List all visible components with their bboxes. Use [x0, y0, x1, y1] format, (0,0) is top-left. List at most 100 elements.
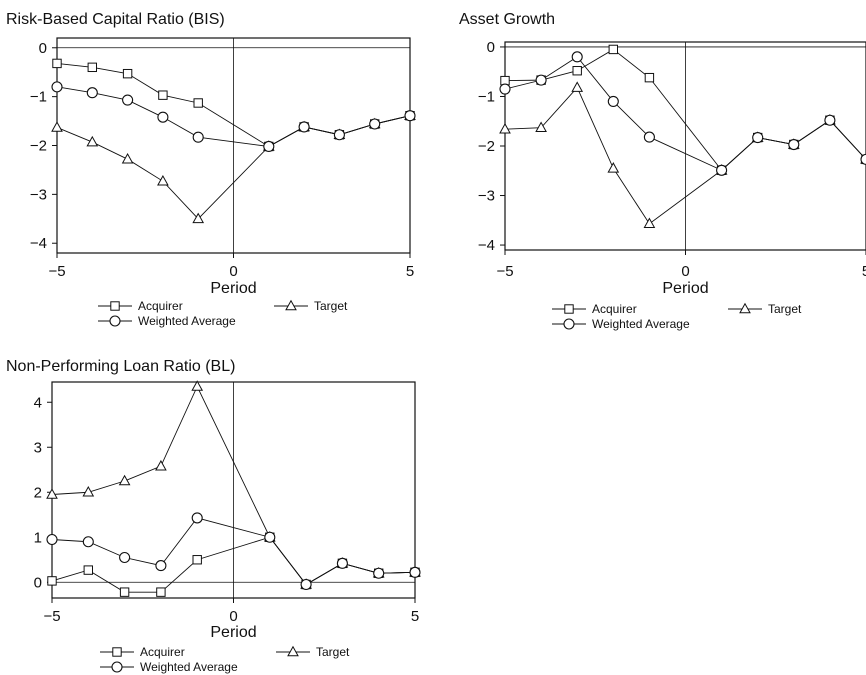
legend-marker [109, 315, 121, 327]
x-axis-label: Period [210, 624, 256, 641]
data-point-target [155, 459, 167, 471]
y-tick-label: 1 [34, 529, 42, 546]
series-line-weighted-average [51, 517, 416, 586]
series-line-weighted-average [56, 86, 411, 147]
data-point-target [118, 474, 131, 486]
x-tick-label: −5 [496, 263, 513, 280]
data-point-weighted-average [716, 164, 728, 176]
data-point-weighted-average [404, 110, 416, 122]
data-point-acquirer [193, 98, 203, 108]
legend-label: Weighted Average [592, 317, 690, 331]
legend-marker [739, 302, 751, 314]
data-point-acquirer [119, 587, 130, 597]
data-point-weighted-average [824, 114, 836, 126]
data-point-target [535, 121, 547, 132]
x-tick-label: 5 [406, 263, 414, 280]
data-point-weighted-average [535, 74, 547, 86]
y-tick-label: 4 [34, 394, 42, 411]
legend-label: Target [316, 645, 350, 659]
legend-marker [111, 661, 123, 673]
legend-marker [287, 645, 299, 657]
y-tick-label: −4 [478, 237, 495, 254]
data-point-weighted-average [333, 129, 345, 141]
legend-label: Acquirer [592, 302, 637, 316]
y-tick-label: 2 [34, 484, 42, 501]
data-point-target [82, 486, 95, 497]
data-point-weighted-average [860, 153, 866, 165]
y-tick-label: 0 [34, 574, 42, 591]
y-tick-label: −2 [478, 138, 495, 155]
data-point-weighted-average [300, 578, 312, 591]
legend: Acquirer Target Weighted Average [552, 302, 802, 331]
legend-label: Weighted Average [138, 314, 236, 328]
series-line-weighted-average [504, 56, 866, 171]
chart-title: Asset Growth [459, 11, 555, 28]
data-point-acquirer [644, 72, 655, 83]
legend-label: Weighted Average [140, 660, 238, 674]
data-point-weighted-average [263, 140, 275, 153]
data-point-weighted-average [643, 131, 655, 143]
data-point-target [643, 217, 656, 229]
data-point-acquirer [87, 62, 97, 73]
data-point-weighted-average [336, 557, 348, 569]
data-point-weighted-average [51, 81, 63, 93]
data-point-acquirer [47, 576, 57, 586]
data-point-weighted-average [46, 533, 58, 546]
y-tick-label: −3 [478, 188, 495, 205]
data-point-weighted-average [409, 566, 421, 578]
chart-panel-2: Asset Growth 0 −1 −2 −3 −4−5 0 5 Period Acquirer T… [459, 11, 866, 331]
data-point-weighted-average [122, 94, 134, 106]
data-point-weighted-average [499, 83, 511, 95]
data-point-weighted-average [298, 121, 310, 133]
data-point-target [192, 212, 205, 224]
y-tick-label: −1 [478, 88, 495, 105]
data-point-acquirer [192, 555, 202, 565]
legend: Acquirer Target Weighted Average [100, 645, 350, 674]
data-point-target [51, 121, 63, 132]
data-point-acquirer [83, 565, 93, 575]
y-tick-label: −1 [30, 89, 47, 106]
data-point-weighted-average [155, 560, 167, 572]
x-tick-label: 0 [229, 263, 237, 280]
y-tick-label: 0 [487, 39, 495, 56]
data-point-target [86, 135, 99, 147]
x-tick-label: 5 [411, 608, 419, 625]
chart-panel-1: Risk-Based Capital Ratio (BIS) 0 −1 −2 −3 −4−… [6, 11, 416, 328]
legend-marker [564, 304, 574, 314]
data-point-target [607, 162, 620, 173]
x-tick-label: 0 [681, 263, 689, 280]
legend-marker [110, 301, 120, 311]
data-point-weighted-average [369, 118, 381, 130]
data-point-weighted-average [607, 95, 619, 107]
y-tick-label: −4 [30, 235, 47, 252]
data-point-target [499, 122, 511, 134]
legend-label: Acquirer [138, 299, 183, 313]
data-point-target [191, 380, 204, 391]
y-tick-label: 3 [34, 439, 42, 456]
y-tick-label: −3 [30, 186, 47, 203]
x-tick-label: 0 [229, 608, 237, 625]
legend-label: Target [768, 302, 802, 316]
x-axis-label: Period [210, 280, 256, 297]
y-tick-label: −2 [30, 138, 47, 155]
legend: Acquirer Target Weighted Average [98, 299, 348, 328]
data-point-weighted-average [119, 551, 131, 564]
data-point-target [46, 488, 58, 499]
data-point-target [157, 174, 169, 186]
data-point-weighted-average [191, 512, 203, 524]
legend-marker [563, 318, 575, 330]
legend-marker [285, 299, 297, 311]
x-axis-label: Period [662, 280, 708, 297]
legend-marker [112, 647, 122, 657]
data-point-weighted-average [373, 567, 385, 579]
data-point-target [571, 81, 584, 92]
data-point-weighted-average [571, 51, 583, 63]
data-point-weighted-average [157, 111, 169, 123]
data-point-weighted-average [86, 87, 98, 99]
data-point-weighted-average [192, 131, 204, 143]
data-point-acquirer [122, 68, 133, 79]
data-point-acquirer [608, 44, 618, 55]
data-point-acquirer [156, 587, 166, 597]
x-tick-label: 5 [862, 263, 866, 280]
data-point-target [121, 152, 134, 164]
